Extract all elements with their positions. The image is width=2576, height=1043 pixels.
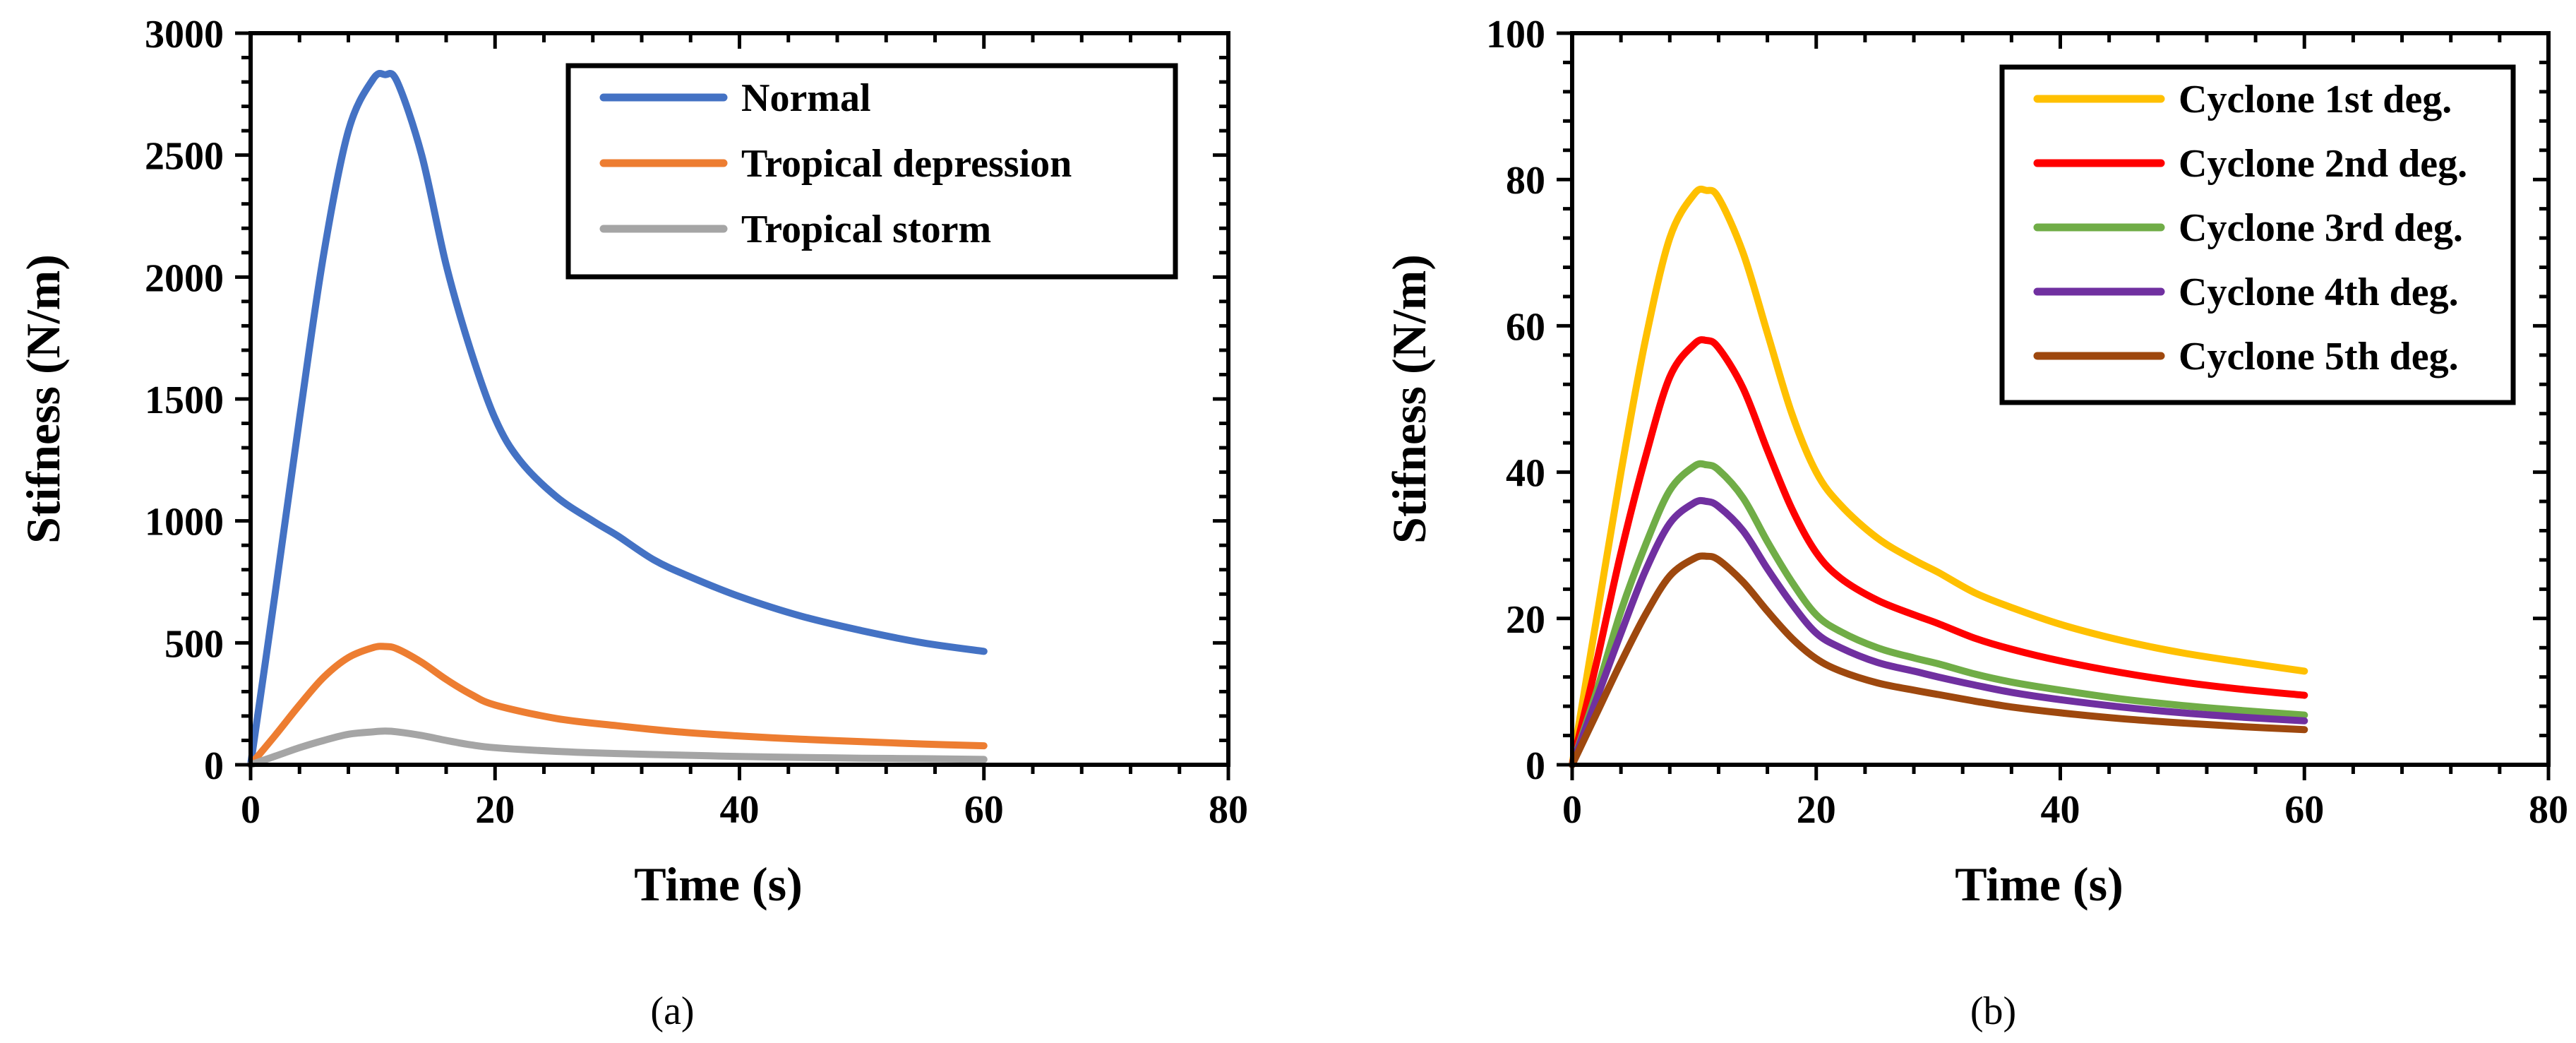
x-tick-label: 20 xyxy=(1797,788,1836,832)
y-tick-label: 3000 xyxy=(145,13,224,56)
panel-label: (b) xyxy=(1970,989,2016,1033)
series-line-2 xyxy=(247,643,988,768)
x-tick-label: 40 xyxy=(2041,788,2080,832)
y-tick-label: 1500 xyxy=(145,379,224,422)
x-tick-label: 0 xyxy=(241,788,260,832)
legend-box xyxy=(1999,64,2516,405)
y-tick-label: 2500 xyxy=(145,135,224,179)
panel-label: (a) xyxy=(650,989,694,1033)
y-tick-label: 40 xyxy=(1506,452,1545,496)
x-axis-title: Time (s) xyxy=(634,857,803,911)
series-line-1 xyxy=(247,69,988,768)
series-line-4 xyxy=(1569,496,2308,768)
y-tick-label: 0 xyxy=(204,744,224,788)
x-tick-label: 60 xyxy=(964,788,1004,832)
series-line-3 xyxy=(247,727,988,768)
x-tick-label: 60 xyxy=(2284,788,2324,832)
legend-label: Normal xyxy=(741,76,871,120)
y-tick-label: 100 xyxy=(1486,13,1545,56)
legend-label: Cyclone 2nd deg. xyxy=(2179,142,2467,186)
x-tick-label: 40 xyxy=(720,788,760,832)
chart-panel-b: 0 20 40 60 80 0 20 40 60 80 100 Time (s) Stifness (N… xyxy=(1382,13,2568,1033)
legend-label: Cyclone 3rd deg. xyxy=(2179,206,2463,250)
legend: Normal Tropical depression Tropical storm xyxy=(565,63,1178,280)
legend: Cyclone 1st deg. Cyclone 2nd deg. Cyclone … xyxy=(1999,64,2516,405)
legend-label: Tropical depression xyxy=(741,142,1072,186)
series-line-2 xyxy=(1569,336,2308,768)
x-tick-label: 0 xyxy=(1562,788,1582,832)
series-line-3 xyxy=(1569,460,2308,768)
y-tick-label: 20 xyxy=(1506,598,1545,642)
y-axis-title: Stifness (N/m) xyxy=(1382,254,1436,544)
chart-panel-a: 0 20 40 60 80 0 500 1000 1500 2000 2500 3000 Time (s… xyxy=(16,13,1248,1033)
legend-label: Cyclone 1st deg. xyxy=(2179,78,2452,121)
legend-label: Cyclone 4th deg. xyxy=(2179,270,2459,314)
y-tick-label: 500 xyxy=(164,622,224,666)
legend-label: Cyclone 5th deg. xyxy=(2179,335,2459,379)
y-tick-label: 1000 xyxy=(145,501,224,544)
x-tick-label: 80 xyxy=(2529,788,2568,832)
y-axis-title: Stifness (N/m) xyxy=(16,254,70,544)
x-tick-label: 80 xyxy=(1209,788,1248,832)
y-tick-label: 2000 xyxy=(145,256,224,300)
series-line-5 xyxy=(1569,552,2308,768)
y-tick-label: 60 xyxy=(1506,305,1545,349)
series-line-1 xyxy=(1569,185,2308,768)
y-tick-label: 0 xyxy=(1526,744,1545,788)
y-tick-label: 80 xyxy=(1506,159,1545,203)
x-axis-title: Time (s) xyxy=(1955,857,2123,911)
legend-label: Tropical storm xyxy=(741,208,991,251)
x-tick-label: 20 xyxy=(475,788,515,832)
